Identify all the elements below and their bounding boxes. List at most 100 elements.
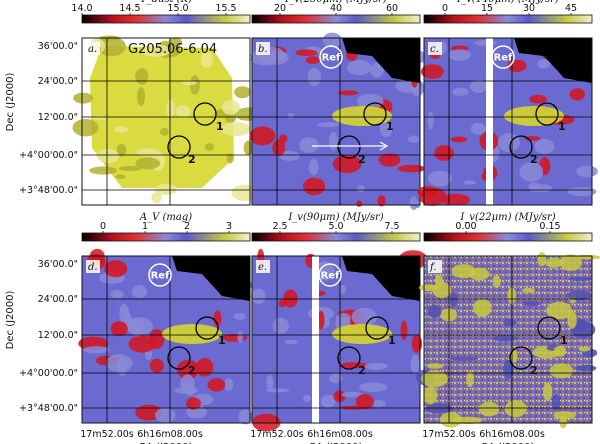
colorbar-tick-label: 20 [274, 3, 286, 14]
x-tick-label: 17m52.00s [422, 429, 476, 440]
y-tick-label: +4°00'00.0" [19, 150, 78, 161]
colorbar-tick-label: 15.0 [167, 3, 188, 14]
reference-label: Ref [321, 271, 340, 282]
axes-frame [81, 255, 251, 424]
colorbar-title: T_dust (K) [140, 0, 192, 5]
map-image [249, 32, 427, 211]
colorbar-tick-label: 15.5 [215, 3, 236, 14]
source-1-label: 1 [388, 334, 396, 347]
y-axis-label-bottom: Dec (J2000) [5, 291, 16, 350]
panel-label: b. [258, 44, 268, 55]
colorbar-tick-label: 14.5 [119, 3, 140, 14]
colorbar: 2.5 5.0 7.5I_v(90μm) (MJy/sr) [251, 212, 421, 242]
missing-data-stripe [486, 38, 493, 205]
colorbar-tick-label: 40 [330, 3, 342, 14]
source-2-aperture [337, 135, 361, 159]
coordinate-grid [424, 38, 592, 205]
colorbar: 20 40 60I_v(250μm) (MJy/sr) [251, 0, 421, 24]
panel-d: 0 1 2 3A_V (mag)12Refd.36'00.0"24'00.0"12'0… [19, 212, 259, 444]
colorbar-tick-label: 7.5 [384, 221, 399, 232]
y-tick-label: 36'00.0" [38, 259, 78, 270]
source-2-aperture [167, 135, 191, 159]
source-2-label: 2 [530, 364, 538, 377]
colorbar: 0 15 30 45 I_v(140μm) (MJy/sr) [423, 0, 593, 24]
reference-aperture [318, 263, 342, 287]
map-image [417, 38, 598, 206]
colorbar-title: A_V (mag) [139, 212, 192, 223]
colorbar-tick-label: 0.15 [539, 221, 560, 232]
y-tick-label: +4°00'00.0" [19, 368, 78, 379]
panel-label-box [428, 260, 442, 273]
source-2-label: 2 [188, 364, 196, 377]
colorbar-gradient [423, 232, 593, 242]
source-2-aperture [509, 346, 533, 370]
reference-label: Ref [494, 53, 513, 64]
colorbar-tick-label: 3 [226, 221, 232, 232]
y-axis-label-top: Dec (J2000) [5, 73, 16, 132]
source-2-aperture [337, 346, 361, 370]
coordinate-grid [82, 256, 250, 423]
x-tick-label: 17m52.00s [80, 429, 134, 440]
panel-label: c. [430, 44, 439, 55]
panel-label-box [86, 260, 100, 273]
colorbar: 0.00 0.15I_v(22μm) (MJy/sr) [423, 212, 593, 242]
panel-label: e. [258, 262, 267, 273]
panel-f: 0.00 0.15I_v(22μm) (MJy/sr) 1 2 f. 17m52.00s 6… [416, 212, 600, 444]
colorbar-title: I_v(140μm) (MJy/sr) [456, 0, 559, 5]
x-tick-label: 6h16m08.00s [479, 429, 545, 440]
colorbar-title: I_v(90μm) (MJy/sr) [287, 212, 383, 223]
source-1-aperture [537, 316, 561, 340]
source-2-label: 2 [188, 153, 196, 166]
axes-frame [423, 255, 593, 424]
colorbar-gradient [423, 14, 593, 24]
colorbar-tick-label: 2.5 [272, 221, 287, 232]
x-tick-label: 6h16m08.00s [137, 429, 203, 440]
colorbar: 14.0 14.5 15.0 15.5 T_dust (K) [71, 0, 251, 24]
source-2-aperture [167, 346, 191, 370]
map-image [72, 35, 262, 205]
axes-frame [81, 37, 251, 206]
coordinate-grid [82, 38, 250, 205]
source-1-label: 1 [558, 120, 566, 133]
panel-label: f. [429, 262, 437, 273]
colorbar-tick-label: 60 [386, 3, 398, 14]
colorbar-gradient [81, 232, 251, 242]
source-2-label: 2 [358, 364, 366, 377]
arrow-head [379, 141, 389, 151]
x-axis-label: RA (J2000) [310, 442, 363, 444]
colorbar-gradient [251, 232, 421, 242]
x-axis-label: RA (J2000) [482, 442, 535, 444]
colorbar-title: I_v(250μm) (MJy/sr) [284, 0, 387, 5]
y-tick-label: 24'00.0" [38, 294, 78, 305]
source-1-label: 1 [218, 334, 226, 347]
x-tick-label: 6h16m08.00s [307, 429, 373, 440]
y-tick-label: 36'00.0" [38, 41, 78, 52]
source-1-label: 1 [386, 120, 394, 133]
map-image [416, 252, 600, 429]
colorbar-tick-label: 45 [565, 3, 577, 14]
map-image [78, 248, 259, 425]
colorbar-tick-label: 15 [481, 3, 493, 14]
y-tick-label: +3°48'00.0" [19, 403, 78, 414]
colorbar-tick-label: 0 [442, 3, 448, 14]
y-tick-label: 12'00.0" [38, 330, 78, 341]
source-2-aperture [509, 135, 533, 159]
panel-label-box [86, 42, 100, 55]
panel-c: 0 15 30 45 I_v(140μm) (MJy/sr) 1 2 Ref c. [417, 0, 598, 206]
colorbar-gradient [81, 14, 251, 24]
x-tick-label: 17m52.00s [250, 429, 304, 440]
reference-label: Ref [151, 271, 170, 282]
axes-frame [251, 255, 421, 424]
x-axis-label: RA (J2000) [140, 442, 193, 444]
missing-data-stripe [312, 256, 319, 423]
reference-aperture [319, 45, 343, 69]
source-1-label: 1 [216, 120, 224, 133]
field-name: G205.06-6.04 [128, 42, 217, 57]
colorbar-tick-label: 1 [142, 221, 148, 232]
panel-e: 2.5 5.0 7.5I_v(90μm) (MJy/sr) 1 2 Ref e. 17m52.… [250, 212, 428, 444]
colorbar-tick-label: 0.00 [455, 221, 476, 232]
y-tick-label: 12'00.0" [38, 112, 78, 123]
axes-frame [423, 37, 593, 206]
source-2-label: 2 [358, 153, 366, 166]
